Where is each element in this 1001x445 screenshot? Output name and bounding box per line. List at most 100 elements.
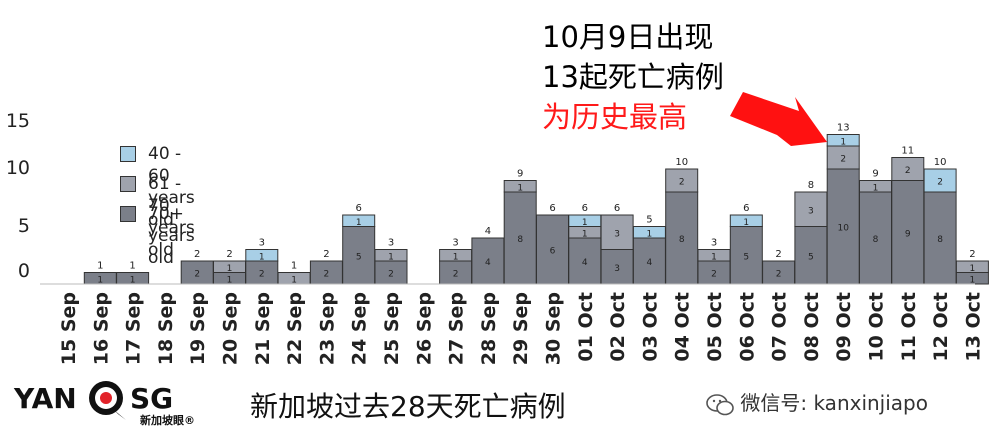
bar-segment (826, 134, 860, 147)
segment-value-label: 8 (517, 235, 523, 245)
segment-value-label: 2 (259, 270, 265, 280)
x-tick-label: 26 Sep (413, 292, 435, 365)
total-value-label: 10 (934, 157, 947, 168)
total-value-label: 2 (194, 249, 200, 260)
bar-segment (923, 168, 957, 193)
total-value-label: 4 (485, 226, 491, 237)
segment-value-label: 2 (937, 178, 943, 188)
segment-value-label: 1 (582, 218, 588, 228)
segment-value-label: 1 (356, 218, 362, 228)
total-value-label: 9 (517, 169, 523, 180)
x-tick-label: 01 Oct (575, 292, 597, 362)
segment-value-label: 3 (614, 264, 620, 274)
x-tick-label: 15 Sep (58, 292, 80, 365)
bar-segment (374, 249, 408, 262)
segment-value-label: 1 (259, 252, 265, 262)
x-tick-label: 23 Sep (316, 292, 338, 365)
logo-mark (89, 381, 126, 420)
total-value-label: 3 (388, 238, 394, 249)
segment-value-label: 10 (837, 224, 849, 234)
x-labels-group: 15 Sep 16 Sep 17 Sep 18 Sep 19 Sep 20 Sep 21 S… (58, 292, 984, 365)
segment-value-label: 9 (905, 229, 911, 239)
x-tick-label: 25 Sep (381, 292, 403, 365)
x-tick-label: 09 Oct (833, 292, 855, 362)
total-value-label: 6 (582, 203, 588, 214)
x-tick-label: 10 Oct (866, 292, 888, 362)
segment-value-label: 1 (517, 183, 523, 193)
y-ticks-group: 0 5 10 15 (6, 110, 30, 282)
segment-value-label: 2 (453, 270, 459, 280)
bar-segment (245, 249, 279, 262)
x-tick-label: 06 Oct (736, 292, 758, 362)
total-value-label: 2 (323, 249, 329, 260)
legend-label-40-60: 40 - 60 years old (148, 144, 195, 230)
x-tick-label: 21 Sep (252, 292, 274, 365)
segment-value-label: 2 (711, 270, 717, 280)
x-tick-label: 24 Sep (349, 292, 371, 365)
segment-value-label: 1 (970, 275, 976, 285)
total-value-label: 3 (259, 238, 265, 249)
logo-text-right: SG (130, 382, 174, 415)
total-value-label: 2 (969, 249, 975, 260)
total-value-label: 1 (97, 261, 103, 272)
total-value-label: 3 (711, 238, 717, 249)
annotation-line-3: 为历史最高 (542, 100, 688, 134)
segment-value-label: 8 (937, 235, 943, 245)
segment-value-label: 5 (356, 252, 362, 262)
segment-value-label: 5 (808, 252, 814, 262)
segment-value-label: 1 (97, 275, 103, 285)
y-tick-label: 10 (6, 157, 30, 179)
bar-segment (794, 191, 828, 227)
bar-segment (503, 180, 537, 193)
legend-swatch-70p (120, 206, 136, 222)
segment-value-label: 2 (679, 178, 685, 188)
segment-value-label: 2 (194, 270, 200, 280)
x-tick-label: 30 Sep (543, 292, 565, 365)
yanosg-logo: YAN SG 新加坡眼® (14, 378, 244, 428)
bar-segment (665, 191, 699, 285)
total-value-label: 11 (901, 146, 914, 157)
legend-swatch-61-70 (120, 176, 136, 192)
segment-value-label: 1 (227, 275, 233, 285)
segment-value-label: 1 (388, 252, 394, 262)
segment-value-label: 1 (970, 264, 976, 274)
segment-value-label: 4 (582, 258, 588, 268)
x-tick-label: 03 Oct (639, 292, 661, 362)
total-value-label: 8 (808, 180, 814, 191)
total-value-label: 3 (452, 238, 458, 249)
x-tick-label: 19 Sep (187, 292, 209, 365)
segment-value-label: 1 (291, 275, 297, 285)
y-tick-label: 0 (18, 260, 30, 282)
bar-segment (955, 260, 989, 273)
x-tick-label: 12 Oct (930, 292, 952, 362)
bar-segment (923, 191, 957, 285)
segment-value-label: 2 (324, 270, 330, 280)
segment-value-label: 1 (582, 229, 588, 239)
bar-segment (729, 214, 763, 227)
x-tick-label: 05 Oct (704, 292, 726, 362)
x-tick-label: 20 Sep (220, 292, 242, 365)
footer-caption: 新加坡过去28天死亡病例 (250, 390, 566, 423)
bar-segment (600, 214, 634, 250)
segment-value-label: 2 (840, 155, 846, 165)
annotation-line-1: 10月9日出现 (542, 20, 714, 54)
x-tick-label: 22 Sep (284, 292, 306, 365)
logo-text-left: YAN (14, 382, 77, 415)
total-value-label: 13 (837, 123, 850, 134)
y-tick-label: 15 (6, 110, 30, 132)
segment-value-label: 4 (647, 258, 653, 268)
total-value-label: 9 (872, 169, 878, 180)
segment-value-label: 3 (808, 206, 814, 216)
segment-value-label: 2 (776, 270, 782, 280)
segment-value-label: 8 (873, 235, 879, 245)
x-tick-label: 07 Oct (769, 292, 791, 362)
total-value-label: 6 (614, 203, 620, 214)
legend-swatch-40-60 (120, 146, 136, 162)
segment-value-label: 4 (485, 258, 491, 268)
segment-value-label: 1 (453, 252, 459, 262)
bars-group (83, 134, 989, 285)
segment-value-label: 1 (711, 252, 717, 262)
x-tick-label: 13 Oct (962, 292, 984, 362)
